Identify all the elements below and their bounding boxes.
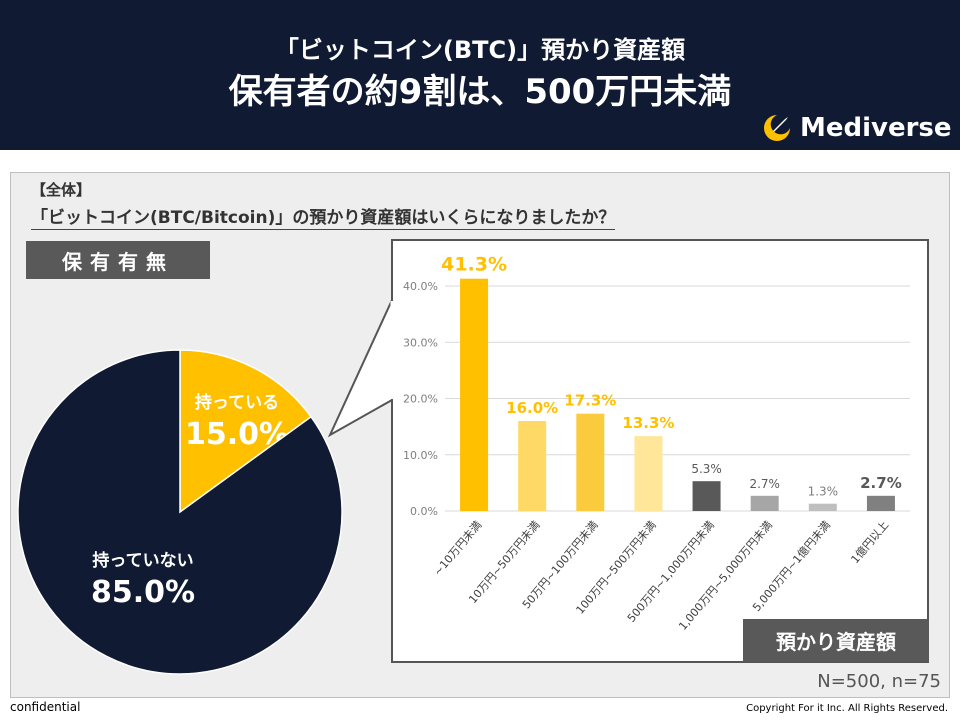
logo-text: Mediverse xyxy=(800,113,952,143)
rocket-moon-icon xyxy=(764,115,790,141)
question-tag: 【全体】 xyxy=(31,181,92,199)
brand-logo: Mediverse xyxy=(760,110,952,146)
title-line-2: 保有者の約9割は、500万円未満 xyxy=(228,72,732,112)
bar-0 xyxy=(460,278,489,511)
y-tick-label-1: 10.0% xyxy=(403,449,438,462)
bar-2 xyxy=(576,413,605,511)
pie-slice-label-0: 持っている xyxy=(195,392,279,413)
header-banner: 「ビットコイン(BTC)」預かり資産額 保有者の約9割は、500万円未満 Med… xyxy=(0,0,960,150)
bar-3 xyxy=(634,436,663,511)
bar-value-label-1: 16.0% xyxy=(506,399,558,417)
bar-value-label-0: 41.3% xyxy=(441,254,507,276)
bar-6 xyxy=(808,503,837,511)
title-line-1: 「ビットコイン(BTC)」預かり資産額 xyxy=(274,36,686,64)
pie-slice-1 xyxy=(17,349,343,675)
y-tick-label-0: 0.0% xyxy=(410,505,438,518)
asset-amount-label: 預かり資産額 xyxy=(743,619,929,661)
pie-slice-0 xyxy=(179,349,313,514)
bar-value-label-3: 13.3% xyxy=(622,414,674,432)
bar-value-label-2: 17.3% xyxy=(564,392,616,410)
pie-slice-value-1: 85.0% xyxy=(91,575,195,610)
bar-7 xyxy=(866,495,895,511)
bar-4 xyxy=(692,481,721,511)
pie-slice-label-1: 持っていない xyxy=(92,550,193,571)
y-tick-label-3: 30.0% xyxy=(403,336,438,349)
y-tick-label-2: 20.0% xyxy=(403,393,438,406)
bar-value-label-4: 5.3% xyxy=(691,462,722,476)
bar-value-label-5: 2.7% xyxy=(749,477,780,491)
copyright-note: Copyright For it Inc. All Rights Reserve… xyxy=(746,703,948,714)
bar-value-label-7: 2.7% xyxy=(860,474,902,492)
question-text: 「ビットコイン(BTC/Bitcoin)」の預かり資産額はいくらになりましたか？ xyxy=(31,203,616,230)
bar-value-label-6: 1.3% xyxy=(808,485,839,499)
ownership-label: 保有有無 xyxy=(26,241,210,279)
bar-1 xyxy=(518,421,547,511)
bar-5 xyxy=(750,495,779,511)
confidential-note: confidential xyxy=(10,700,81,714)
sample-size-note: N=500, n=75 xyxy=(817,671,941,692)
y-tick-label-4: 40.0% xyxy=(403,280,438,293)
callout-pointer xyxy=(327,299,393,438)
